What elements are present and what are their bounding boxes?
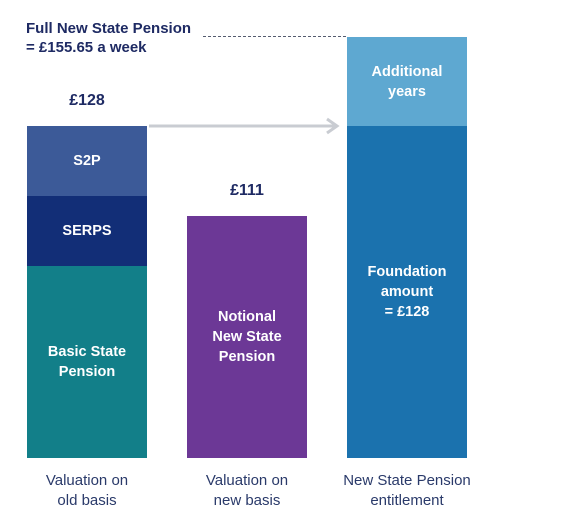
column-3-caption-line-2: entitlement xyxy=(370,492,444,509)
notional-label-line-1: Notional xyxy=(218,309,276,325)
foundation-amount-segment: Foundation amount = £128 xyxy=(347,126,467,458)
notional-new-state-pension-segment: Notional New State Pension xyxy=(187,216,307,458)
column-1-caption-line-1: Valuation on xyxy=(45,472,129,489)
column-1-caption: Valuation on old basis xyxy=(17,471,157,511)
column-3-caption-line-1: New State Pension xyxy=(343,472,471,489)
basic-state-pension-label-line-2: Pension xyxy=(58,364,116,380)
s2p-segment: S2P xyxy=(27,126,147,196)
s2p-label: S2P xyxy=(73,153,101,169)
column-2-caption: Valuation on new basis xyxy=(177,471,317,511)
additional-years-label-line-1: Additional xyxy=(371,63,443,80)
column-2-caption-line-2: new basis xyxy=(213,492,281,509)
additional-years-segment: Additional years xyxy=(347,37,467,126)
foundation-label-line-1: Foundation xyxy=(367,264,447,280)
column-1-caption-line-2: old basis xyxy=(57,492,117,509)
notional-label-line-2: New State xyxy=(212,329,282,345)
full-pension-amount: = £155.65 a week xyxy=(26,39,147,56)
column-2-value-label: £111 xyxy=(230,182,264,199)
column-1-value-label: £128 xyxy=(69,92,105,109)
serps-label: SERPS xyxy=(62,223,112,239)
column-2-caption-line-1: Valuation on xyxy=(205,472,289,489)
arrow-icon xyxy=(149,117,340,135)
full-pension-dotted-line xyxy=(203,36,346,37)
additional-years-label-line-2: years xyxy=(388,83,426,100)
basic-state-pension-segment: Basic State Pension xyxy=(27,266,147,458)
basic-state-pension-label-line-1: Basic State xyxy=(47,344,127,360)
foundation-label-line-2: amount xyxy=(380,284,434,300)
full-pension-title: Full New State Pension xyxy=(26,20,192,37)
column-3-caption: New State Pension entitlement xyxy=(327,471,487,511)
notional-label-line-3: Pension xyxy=(218,349,276,365)
foundation-label-line-3: = £128 xyxy=(384,304,430,320)
serps-segment: SERPS xyxy=(27,196,147,266)
